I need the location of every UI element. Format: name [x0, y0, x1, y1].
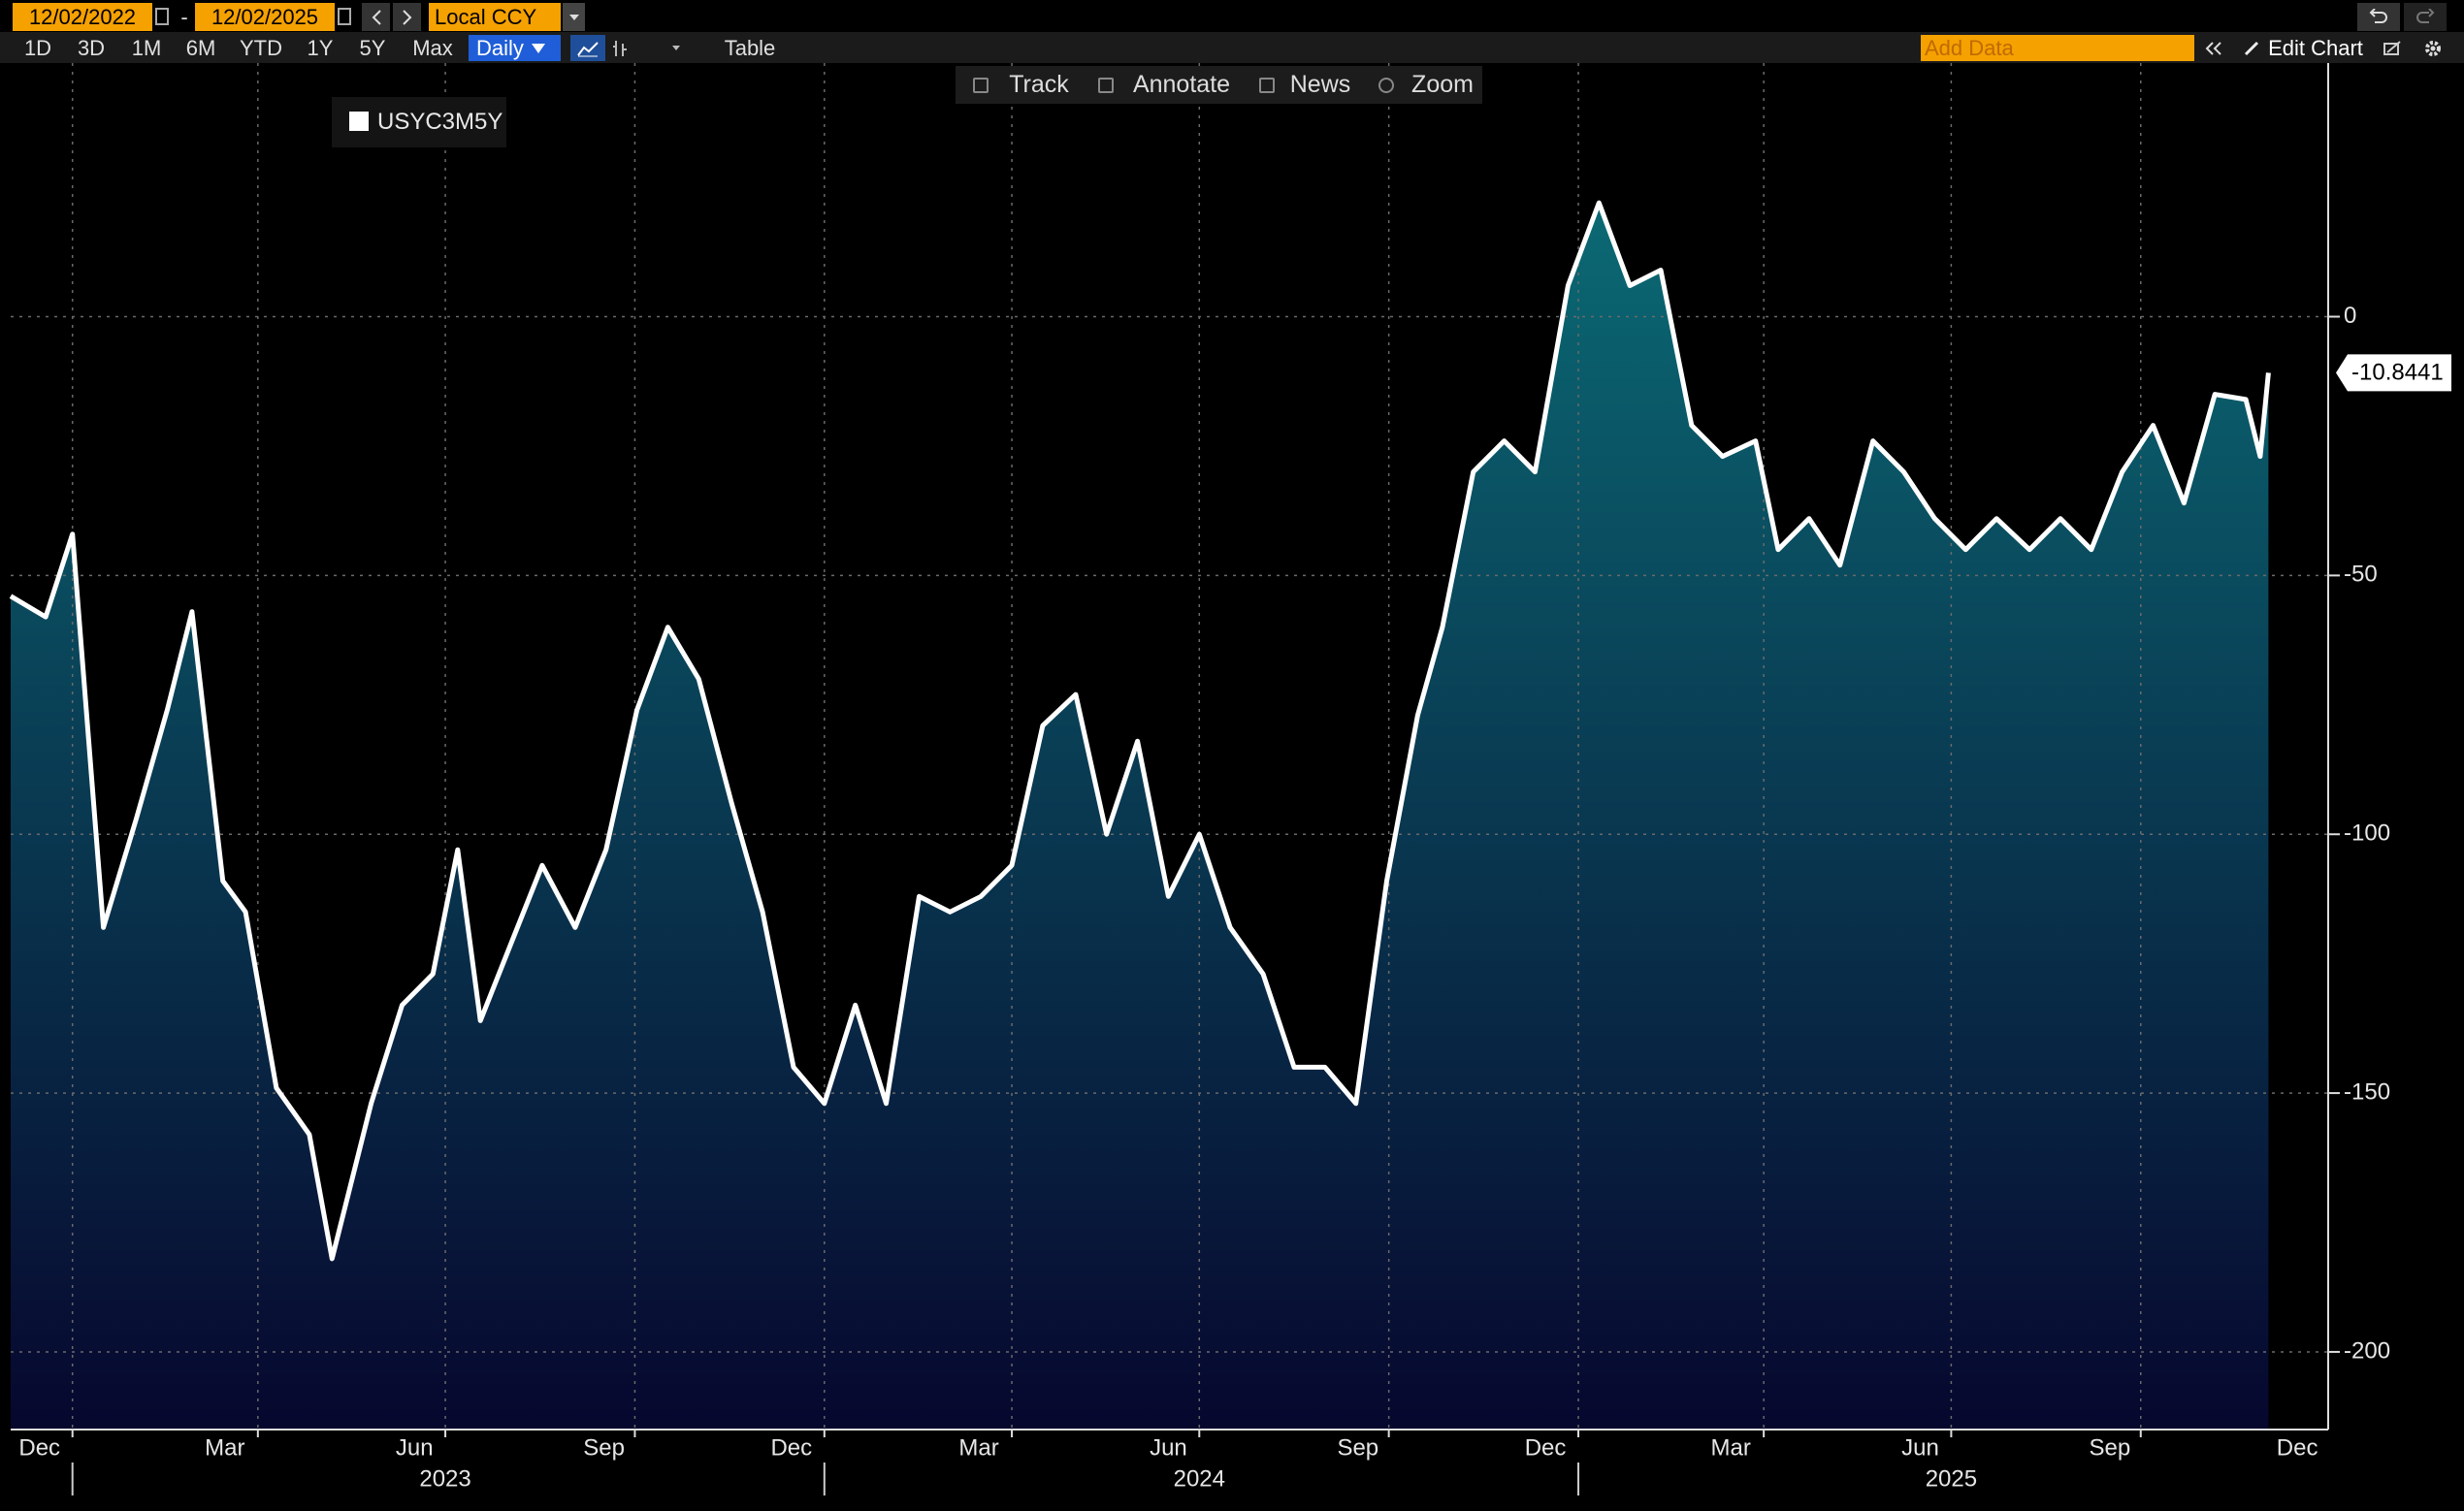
x-tick-label: Jun	[1150, 1434, 1187, 1461]
period-button[interactable]: 5Y	[359, 35, 386, 60]
year-label: 2023	[419, 1465, 470, 1492]
x-tick-label: Mar	[1710, 1434, 1750, 1461]
bar-icon	[613, 40, 627, 56]
collapse-button[interactable]	[2200, 35, 2227, 61]
period-button[interactable]: YTD	[240, 35, 282, 60]
period-button[interactable]: 1D	[23, 35, 52, 60]
chevron	[402, 9, 411, 25]
y-tick-label: -100	[2344, 820, 2390, 847]
undo-button[interactable]	[2357, 3, 2400, 31]
arrow	[531, 43, 545, 53]
period-button[interactable]: 1M	[131, 35, 162, 60]
calendar-icon[interactable]	[338, 8, 351, 25]
period-button[interactable]: 1Y	[307, 35, 334, 60]
x-tick-label: Dec	[18, 1434, 60, 1461]
currency-select[interactable]: Local CCY	[429, 3, 561, 31]
frequency-button[interactable]: Daily	[469, 35, 561, 61]
undo-icon	[2369, 8, 2387, 23]
period-button[interactable]: 6M	[185, 35, 216, 60]
y-tick-label: -150	[2344, 1078, 2390, 1105]
chevron	[372, 9, 381, 25]
period-button[interactable]: 3D	[77, 35, 106, 60]
x-tick-label: Sep	[583, 1434, 625, 1461]
redo-button[interactable]	[2404, 3, 2447, 31]
x-tick-label: Dec	[2277, 1434, 2318, 1461]
tool-icon[interactable]	[973, 78, 989, 93]
tool-button[interactable]: Annotate	[1132, 71, 1231, 98]
tool-button[interactable]: Track	[1009, 71, 1069, 98]
line-chart-button[interactable]	[570, 35, 605, 61]
settings-icon[interactable]	[2379, 35, 2406, 61]
calendar-icon[interactable]	[155, 8, 169, 25]
gear-icon[interactable]	[2419, 35, 2447, 61]
x-tick-label: Dec	[1525, 1434, 1567, 1461]
area	[11, 203, 2269, 1431]
x-tick-label: Jun	[396, 1434, 434, 1461]
y-tick-label: -50	[2344, 562, 2378, 588]
line	[9, 200, 2271, 1262]
bar-chart-button[interactable]	[609, 35, 631, 61]
end-date[interactable]: 12/02/2025	[195, 3, 335, 31]
edit-chart-button[interactable]: Edit Chart	[2268, 35, 2363, 60]
next-button[interactable]	[393, 3, 421, 31]
arrow	[672, 46, 680, 50]
icon	[2383, 40, 2401, 55]
prev-button[interactable]	[362, 3, 390, 31]
table-button[interactable]: Table	[724, 35, 776, 60]
y-tick-label: -200	[2344, 1337, 2390, 1364]
last-value-label: -10.8441	[2351, 360, 2444, 386]
more-dropdown[interactable]	[665, 35, 687, 61]
redo-icon	[2416, 8, 2435, 23]
x-tick-label: Dec	[770, 1434, 812, 1461]
x-tick-label: Mar	[958, 1434, 998, 1461]
legend-swatch	[349, 112, 369, 131]
pencil-icon[interactable]	[2239, 35, 2264, 61]
legend-label: USYC3M5Y	[377, 109, 503, 135]
frequency-label: Daily	[476, 35, 524, 60]
start-date[interactable]: 12/02/2022	[13, 3, 152, 31]
arrow	[568, 14, 579, 20]
period-button[interactable]: Max	[412, 35, 453, 60]
chevron-icon	[2205, 41, 2221, 55]
tool-button[interactable]: Zoom	[1411, 71, 1474, 98]
x-tick-label: Sep	[2090, 1434, 2131, 1461]
line-icon	[577, 41, 599, 56]
last-value-box	[2336, 354, 2451, 392]
year-label: 2024	[1174, 1465, 1225, 1492]
gear	[2425, 40, 2441, 56]
chart-tools	[956, 66, 1482, 104]
add-data-input[interactable]: Add Data	[1921, 35, 2194, 61]
year-label: 2025	[1926, 1465, 1977, 1492]
dropdown-arrow[interactable]	[563, 3, 585, 31]
pencil	[2244, 41, 2259, 55]
tool-icon[interactable]	[1098, 78, 1114, 93]
date-separator: -	[180, 4, 188, 29]
x-tick-label: Mar	[205, 1434, 244, 1461]
tool-icon[interactable]	[1259, 78, 1275, 93]
x-tick-label: Jun	[1901, 1434, 1939, 1461]
tool-button[interactable]: News	[1289, 71, 1351, 98]
y-tick-label: 0	[2344, 303, 2356, 329]
x-tick-label: Sep	[1337, 1434, 1378, 1461]
tool-icon[interactable]	[1378, 78, 1394, 93]
